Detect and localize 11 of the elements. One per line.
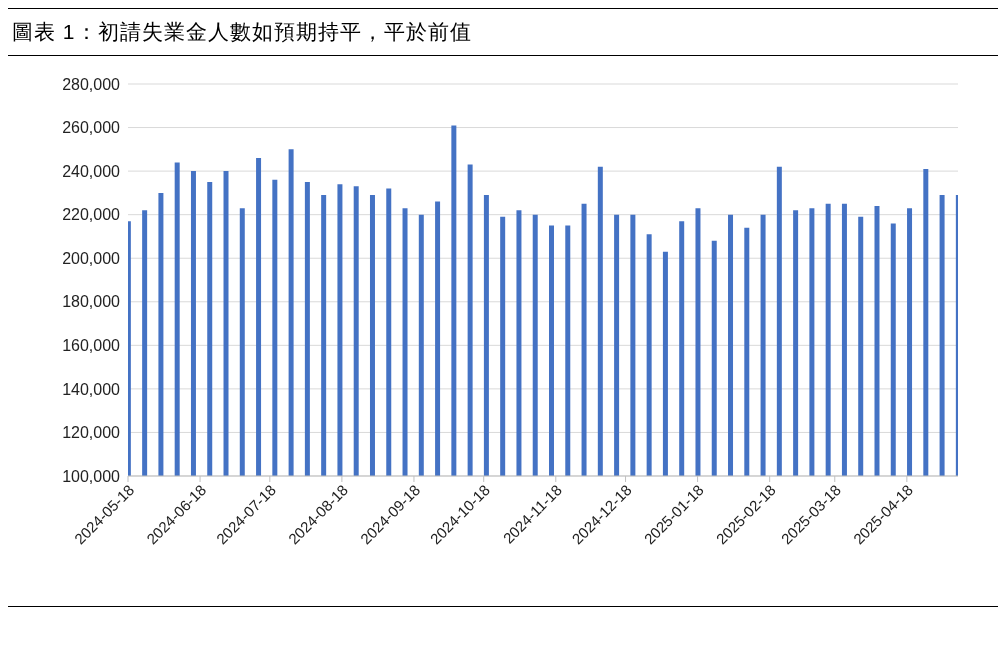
y-tick-label: 220,000 xyxy=(62,206,121,224)
y-tick-label: 260,000 xyxy=(62,119,121,137)
y-tick-label: 160,000 xyxy=(62,337,121,355)
y-tick-label: 140,000 xyxy=(62,380,121,398)
y-tick-label: 100,000 xyxy=(62,467,121,485)
y-tick-label: 280,000 xyxy=(62,75,121,93)
y-tick-label: 180,000 xyxy=(62,293,121,311)
y-tick-label: 200,000 xyxy=(62,249,121,267)
y-tick-label: 120,000 xyxy=(62,424,121,442)
chart-title: 圖表 1：初請失業金人數如預期持平，平於前值 xyxy=(8,8,998,56)
y-tick-label: 240,000 xyxy=(62,162,121,180)
